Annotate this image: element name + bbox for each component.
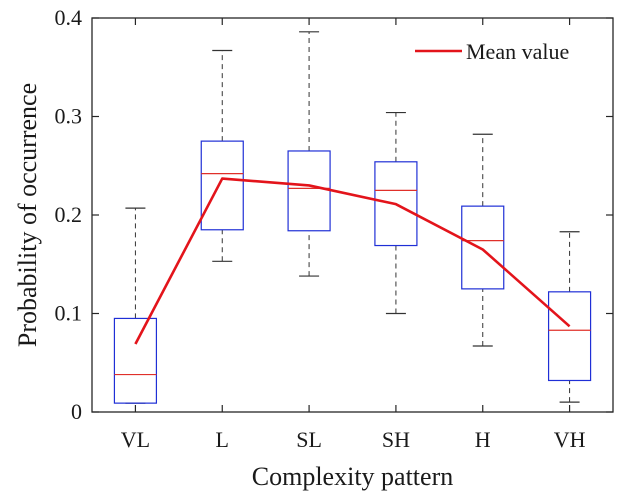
y-tick-label: 0 bbox=[71, 399, 82, 424]
box-h bbox=[461, 133, 505, 347]
box-vl bbox=[113, 207, 158, 404]
iqr-box bbox=[200, 140, 244, 231]
y-tick-label: 0.2 bbox=[55, 202, 83, 227]
legend: Mean value bbox=[415, 39, 569, 64]
iqr-box bbox=[287, 150, 331, 232]
x-tick-label: VL bbox=[121, 427, 150, 452]
iqr-box bbox=[374, 161, 418, 247]
x-tick-label: L bbox=[216, 427, 229, 452]
iqr-box bbox=[461, 205, 505, 290]
plot-frame bbox=[91, 17, 614, 413]
box-sl bbox=[287, 31, 331, 277]
mean-value-line bbox=[134, 177, 571, 345]
y-axis-title: Probability of occurrence bbox=[13, 83, 42, 347]
box-l bbox=[200, 49, 244, 262]
plot-area: 0 0.1 0.2 0.3 0.4 VL L SL SH H VH bbox=[55, 5, 614, 452]
mean-line-layer bbox=[134, 177, 571, 345]
legend-mean-label: Mean value bbox=[466, 39, 569, 64]
y-tick-label: 0.3 bbox=[55, 104, 83, 129]
x-tick-label: VH bbox=[554, 427, 586, 452]
x-tick-label: SH bbox=[382, 427, 410, 452]
iqr-box bbox=[113, 317, 158, 404]
boxes-layer bbox=[113, 31, 592, 404]
y-tick-label: 0.1 bbox=[55, 301, 83, 326]
x-tick-label: SL bbox=[296, 427, 322, 452]
iqr-box bbox=[547, 291, 592, 382]
y-tick-label: 0.4 bbox=[55, 5, 83, 30]
box-sh bbox=[374, 111, 418, 315]
box-vh bbox=[547, 231, 592, 403]
x-axis-title: Complexity pattern bbox=[252, 462, 453, 491]
x-tick-label: H bbox=[475, 427, 491, 452]
